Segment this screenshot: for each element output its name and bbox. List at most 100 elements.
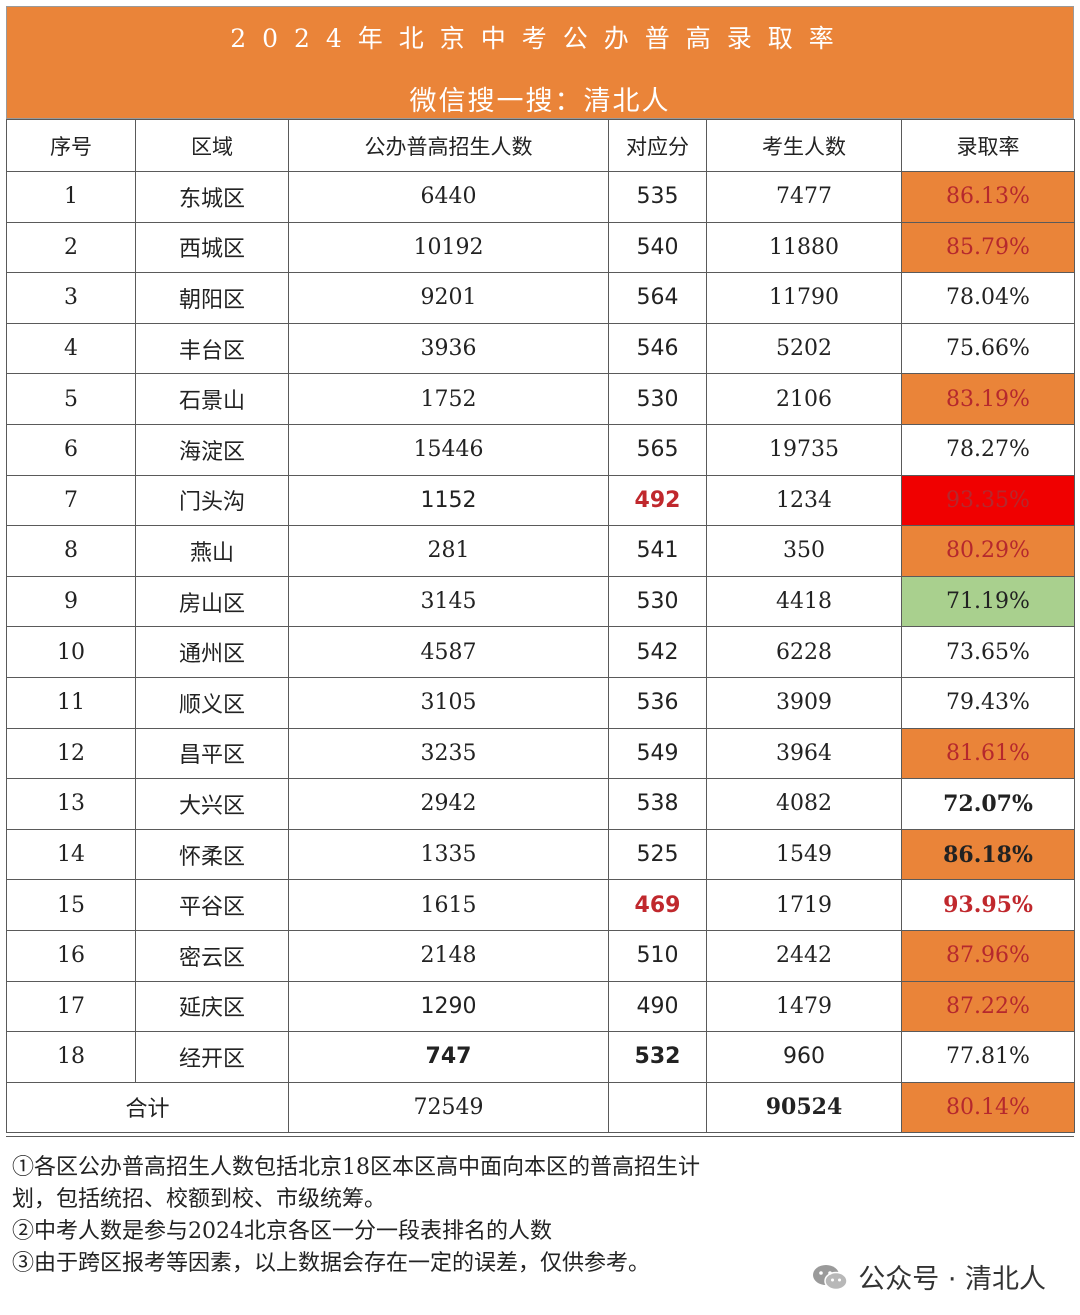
row-enroll: 3235 <box>288 727 609 780</box>
row-no: 4 <box>6 322 136 375</box>
row-score: 564 <box>608 272 707 324</box>
row-enroll: 281 <box>288 525 609 577</box>
row-rate: 78.27% <box>901 423 1075 476</box>
header-district: 区域 <box>135 119 289 172</box>
row-district: 延庆区 <box>135 980 289 1033</box>
note-line: 划，包括统招、校额到校、市级统筹。 <box>12 1187 387 1212</box>
total-label: 合计 <box>6 1081 289 1134</box>
row-district: 昌平区 <box>135 727 289 780</box>
row-district: 东城区 <box>135 171 289 223</box>
row-enroll: 3105 <box>288 676 609 729</box>
row-no: 3 <box>6 272 136 324</box>
table-row: 12 昌平区 3235 549 3964 81.61% <box>6 727 1075 780</box>
page-title: 2024年北京中考公办普高录取率 <box>230 24 850 53</box>
header-no: 序号 <box>6 119 136 172</box>
row-students: 19735 <box>706 423 902 476</box>
row-enroll: 15446 <box>288 423 609 476</box>
table-row: 16 密云区 2148 510 2442 87.96% <box>6 929 1075 982</box>
table-row: 5 石景山 1752 530 2106 83.19% <box>6 373 1075 425</box>
row-score: 546 <box>608 322 707 375</box>
row-rate: 72.07% <box>901 778 1075 830</box>
row-rate: 75.66% <box>901 322 1075 375</box>
notes-section: ①各区公办普高招生人数包括北京18区本区高中面向本区的普高招生计 划，包括统招、… <box>6 1136 1074 1307</box>
row-students: 1549 <box>706 828 902 881</box>
row-rate: 83.19% <box>901 373 1075 425</box>
row-enroll: 2942 <box>288 778 609 830</box>
row-enroll: 1615 <box>288 879 609 931</box>
row-enroll: 3936 <box>288 322 609 375</box>
row-enroll: 1152 <box>288 474 609 527</box>
row-enroll: 9201 <box>288 272 609 324</box>
row-score: 538 <box>608 778 707 830</box>
row-score: 536 <box>608 676 707 729</box>
table-row: 18 经开区 747 532 960 77.81% <box>6 1031 1075 1083</box>
row-rate: 73.65% <box>901 626 1075 678</box>
table-header-row: 序号 区域 公办普高招生人数 对应分 考生人数 录取率 <box>6 119 1075 172</box>
row-rate: 85.79% <box>901 221 1075 274</box>
row-district: 房山区 <box>135 575 289 628</box>
total-score <box>608 1081 707 1134</box>
total-row: 合计 72549 90524 80.14% <box>6 1081 1075 1134</box>
row-rate: 86.13% <box>901 171 1075 223</box>
row-district: 石景山 <box>135 373 289 425</box>
row-no: 1 <box>6 171 136 223</box>
row-rate: 79.43% <box>901 676 1075 729</box>
row-enroll: 6440 <box>288 171 609 223</box>
row-rate: 78.04% <box>901 272 1075 324</box>
row-score: 492 <box>608 474 707 527</box>
header-enroll: 公办普高招生人数 <box>288 119 609 172</box>
row-students: 6228 <box>706 626 902 678</box>
wechat-icon <box>813 1264 848 1290</box>
row-district: 通州区 <box>135 626 289 678</box>
row-rate: 93.35% <box>901 474 1075 527</box>
row-rate: 93.95% <box>901 879 1075 931</box>
row-no: 12 <box>6 727 136 780</box>
row-enroll: 4587 <box>288 626 609 678</box>
table-row: 4 丰台区 3936 546 5202 75.66% <box>6 322 1075 375</box>
row-enroll: 10192 <box>288 221 609 274</box>
row-students: 11790 <box>706 272 902 324</box>
table-row: 2 西城区 10192 540 11880 85.79% <box>6 221 1075 274</box>
row-score: 532 <box>608 1031 707 1083</box>
row-district: 海淀区 <box>135 423 289 476</box>
row-students: 7477 <box>706 171 902 223</box>
row-district: 朝阳区 <box>135 272 289 324</box>
table-row: 6 海淀区 15446 565 19735 78.27% <box>6 423 1075 476</box>
row-no: 17 <box>6 980 136 1033</box>
row-score: 530 <box>608 373 707 425</box>
row-students: 3964 <box>706 727 902 780</box>
row-score: 525 <box>608 828 707 881</box>
header-score: 对应分 <box>608 119 707 172</box>
total-students: 90524 <box>706 1081 902 1134</box>
row-no: 10 <box>6 626 136 678</box>
row-rate: 71.19% <box>901 575 1075 628</box>
row-score: 540 <box>608 221 707 274</box>
table-row: 10 通州区 4587 542 6228 73.65% <box>6 626 1075 678</box>
table-row: 13 大兴区 2942 538 4082 72.07% <box>6 778 1075 830</box>
row-no: 9 <box>6 575 136 628</box>
note-line: ①各区公办普高招生人数包括北京18区本区高中面向本区的普高招生计 <box>12 1155 700 1180</box>
table-row: 3 朝阳区 9201 564 11790 78.04% <box>6 272 1075 324</box>
note-line: ②中考人数是参与2024北京各区一分一段表排名的人数 <box>12 1219 552 1244</box>
admission-rate-sheet: 2024年北京中考公办普高录取率 微信搜一搜：清北人 序号 区域 公办普高招生人… <box>6 6 1075 1307</box>
row-students: 4082 <box>706 778 902 830</box>
table-row: 1 东城区 6440 535 7477 86.13% <box>6 171 1075 223</box>
table-row: 11 顺义区 3105 536 3909 79.43% <box>6 676 1075 729</box>
row-no: 5 <box>6 373 136 425</box>
row-no: 13 <box>6 778 136 830</box>
row-score: 510 <box>608 929 707 982</box>
row-district: 燕山 <box>135 525 289 577</box>
row-no: 2 <box>6 221 136 274</box>
row-enroll: 747 <box>288 1031 609 1083</box>
row-no: 8 <box>6 525 136 577</box>
row-students: 1234 <box>706 474 902 527</box>
row-district: 经开区 <box>135 1031 289 1083</box>
row-score: 469 <box>608 879 707 931</box>
watermark: 公众号 · 清北人 <box>810 1257 1046 1296</box>
row-score: 535 <box>608 171 707 223</box>
row-students: 350 <box>706 525 902 577</box>
row-district: 大兴区 <box>135 778 289 830</box>
table-row: 15 平谷区 1615 469 1719 93.95% <box>6 879 1075 931</box>
row-no: 18 <box>6 1031 136 1083</box>
table-row: 9 房山区 3145 530 4418 71.19% <box>6 575 1075 628</box>
